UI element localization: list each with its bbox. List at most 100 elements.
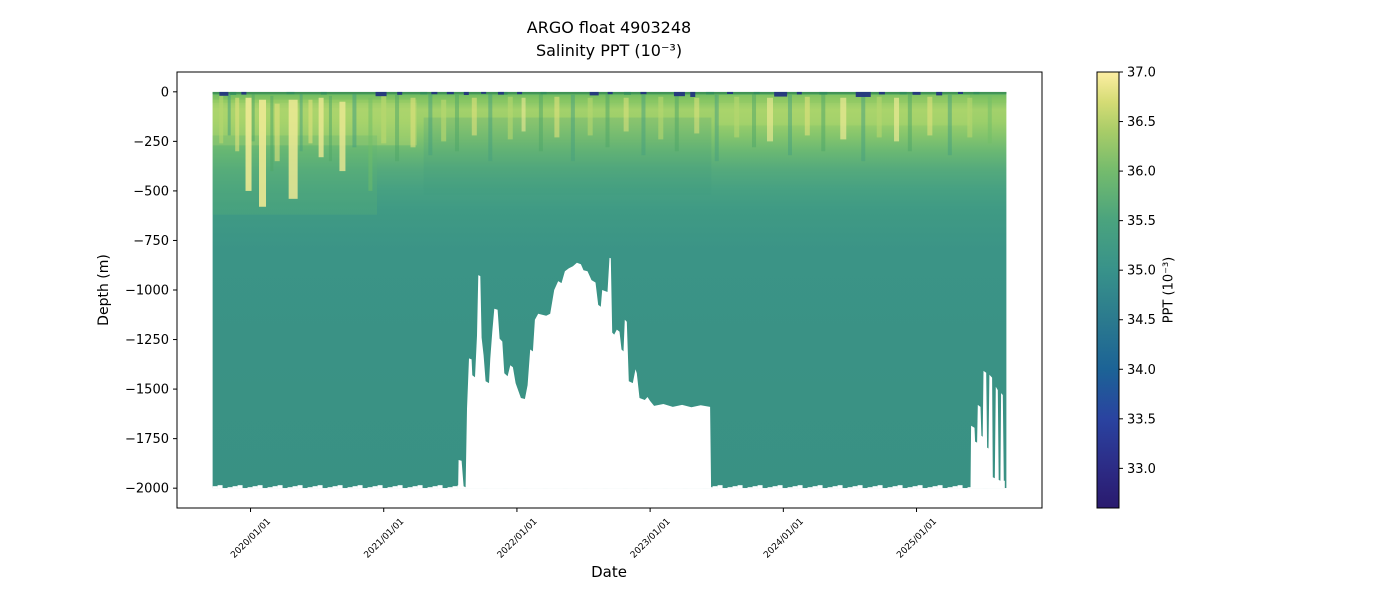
- missing-data-region: [458, 257, 712, 489]
- heatmap-streak: [488, 93, 493, 162]
- bottom-noise: [577, 485, 583, 489]
- heatmap-streak: [428, 93, 433, 156]
- bottom-noise: [572, 486, 578, 489]
- bottom-noise: [677, 485, 683, 489]
- x-tick-label: 2020/01/01: [229, 517, 273, 561]
- colorbar-tick-label: 35.0: [1127, 264, 1156, 279]
- heatmap-band: [423, 117, 712, 195]
- surface-navy-patch: [690, 91, 696, 97]
- surface-darkgreen-patch: [420, 91, 428, 95]
- colorbar-tick-label: 36.0: [1127, 165, 1156, 180]
- bottom-noise: [637, 485, 643, 489]
- heatmap-streak: [821, 93, 826, 152]
- bottom-noise: [512, 486, 518, 489]
- heatmap-streak: [235, 97, 240, 152]
- bottom-noise: [832, 486, 838, 489]
- bottom-noise: [307, 487, 313, 489]
- heatmap-streak: [554, 96, 560, 138]
- bottom-noise: [452, 486, 458, 489]
- colorbar-tick-label: 33.5: [1127, 412, 1156, 427]
- bottom-noise: [352, 486, 358, 489]
- bottom-noise: [767, 487, 773, 489]
- bottom-noise: [847, 487, 853, 489]
- heatmap-streak: [538, 93, 543, 152]
- heatmap-streak: [987, 95, 992, 144]
- bottom-noise: [907, 487, 913, 489]
- bottom-noise: [397, 485, 403, 489]
- surface-navy-patch: [219, 91, 229, 96]
- bottom-noise: [432, 486, 438, 489]
- y-tick-label: −1750: [125, 432, 169, 447]
- bottom-noise: [937, 485, 943, 489]
- heatmap-streak: [587, 97, 593, 136]
- bottom-noise: [652, 486, 658, 489]
- bottom-noise: [392, 486, 398, 489]
- x-tick-label: 2023/01/01: [629, 517, 673, 561]
- heatmap-streak: [454, 94, 459, 152]
- chart-title: ARGO float 4903248: [526, 18, 692, 37]
- surface-navy-patch: [673, 91, 685, 97]
- bottom-noise: [707, 487, 713, 489]
- surface-navy-patch: [912, 91, 921, 95]
- bottom-noise: [467, 487, 473, 489]
- colorbar-tick-label: 35.5: [1127, 214, 1156, 229]
- heatmap-streak: [674, 93, 679, 152]
- bottom-noise: [997, 485, 1003, 489]
- bottom-noise: [917, 485, 923, 489]
- heatmap-streak: [270, 95, 274, 172]
- bottom-noise: [527, 487, 533, 489]
- y-tick-label: −500: [133, 184, 169, 199]
- y-axis-label: Depth (m): [96, 254, 112, 326]
- bottom-noise: [607, 487, 613, 489]
- surface-navy-patch: [446, 91, 454, 95]
- bottom-noise: [992, 486, 998, 489]
- colorbar-tick-label: 34.5: [1127, 313, 1156, 328]
- y-tick-label: −250: [133, 135, 169, 150]
- surface-navy-patch: [431, 91, 438, 95]
- bottom-noise: [827, 487, 833, 489]
- surface-navy-patch: [589, 91, 599, 96]
- heatmap-streak: [395, 94, 400, 162]
- bottom-noise: [867, 487, 873, 489]
- surface-navy-patch: [936, 91, 943, 96]
- bottom-noise: [627, 487, 633, 489]
- heatmap-streak: [907, 93, 912, 152]
- bottom-noise: [727, 487, 733, 489]
- bottom-noise: [772, 486, 778, 489]
- bottom-noise: [297, 485, 303, 489]
- bottom-noise: [947, 487, 953, 489]
- bottom-noise: [552, 486, 558, 489]
- surface-darkgreen-patch: [973, 91, 980, 95]
- colorbar-tick-label: 34.0: [1127, 363, 1156, 378]
- bottom-noise: [897, 485, 903, 489]
- bottom-noise: [472, 486, 478, 489]
- surface-darkgreen-patch: [819, 91, 828, 95]
- heatmap-streak: [328, 95, 332, 162]
- bottom-noise: [477, 485, 483, 489]
- bottom-noise: [987, 487, 993, 489]
- bottom-noise: [592, 486, 598, 489]
- surface-darkgreen-patch: [706, 91, 715, 95]
- bottom-noise: [252, 486, 258, 489]
- bottom-noise: [597, 485, 603, 489]
- heatmap-streak: [876, 96, 882, 138]
- bottom-noise: [967, 487, 973, 489]
- heatmap-streak: [227, 93, 231, 136]
- bottom-noise: [487, 487, 493, 489]
- heatmap-streak: [352, 93, 357, 148]
- y-tick-label: 0: [161, 85, 169, 100]
- bottom-noise: [437, 485, 443, 489]
- heatmap-streak: [570, 94, 575, 162]
- x-tick-label: 2024/01/01: [762, 517, 806, 561]
- surface-darkgreen-patch: [753, 91, 760, 95]
- colorbar: [1096, 71, 1120, 509]
- bottom-noise: [687, 487, 693, 489]
- bottom-noise: [647, 487, 653, 489]
- bottom-noise: [492, 486, 498, 489]
- bottom-noise: [217, 485, 223, 489]
- surface-navy-patch: [481, 91, 487, 94]
- bottom-noise: [557, 485, 563, 489]
- bottom-noise: [567, 487, 573, 489]
- bottom-noise: [732, 486, 738, 489]
